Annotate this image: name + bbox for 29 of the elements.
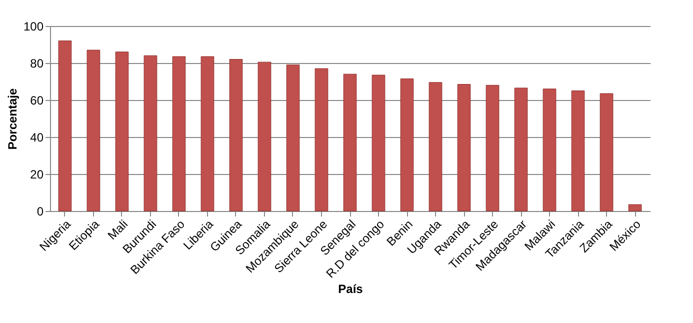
bar <box>600 93 614 212</box>
bar <box>229 59 243 212</box>
bar <box>343 74 357 212</box>
bar <box>514 88 528 212</box>
bar <box>200 56 214 212</box>
bar <box>172 56 186 212</box>
y-tick-label: 40 <box>30 130 44 144</box>
bar <box>542 88 556 212</box>
bar <box>571 90 585 212</box>
bar <box>58 40 72 212</box>
y-tick-label: 0 <box>36 204 44 218</box>
bar <box>258 62 272 212</box>
x-axis-title: País <box>338 282 364 296</box>
bar <box>428 82 442 212</box>
bar <box>628 204 642 212</box>
bar <box>144 55 158 212</box>
y-tick-label: 80 <box>30 56 44 70</box>
bar <box>457 84 471 212</box>
bar <box>400 78 414 212</box>
bar <box>115 52 129 212</box>
bar <box>314 68 328 212</box>
y-axis-title: Porcentaje <box>5 88 20 150</box>
y-tick-label: 60 <box>30 94 44 108</box>
bar <box>286 64 300 212</box>
bar <box>486 84 500 212</box>
bar <box>86 50 100 212</box>
y-tick-label: 20 <box>30 168 44 182</box>
y-tick-label: 100 <box>23 20 44 34</box>
bar <box>372 74 386 212</box>
